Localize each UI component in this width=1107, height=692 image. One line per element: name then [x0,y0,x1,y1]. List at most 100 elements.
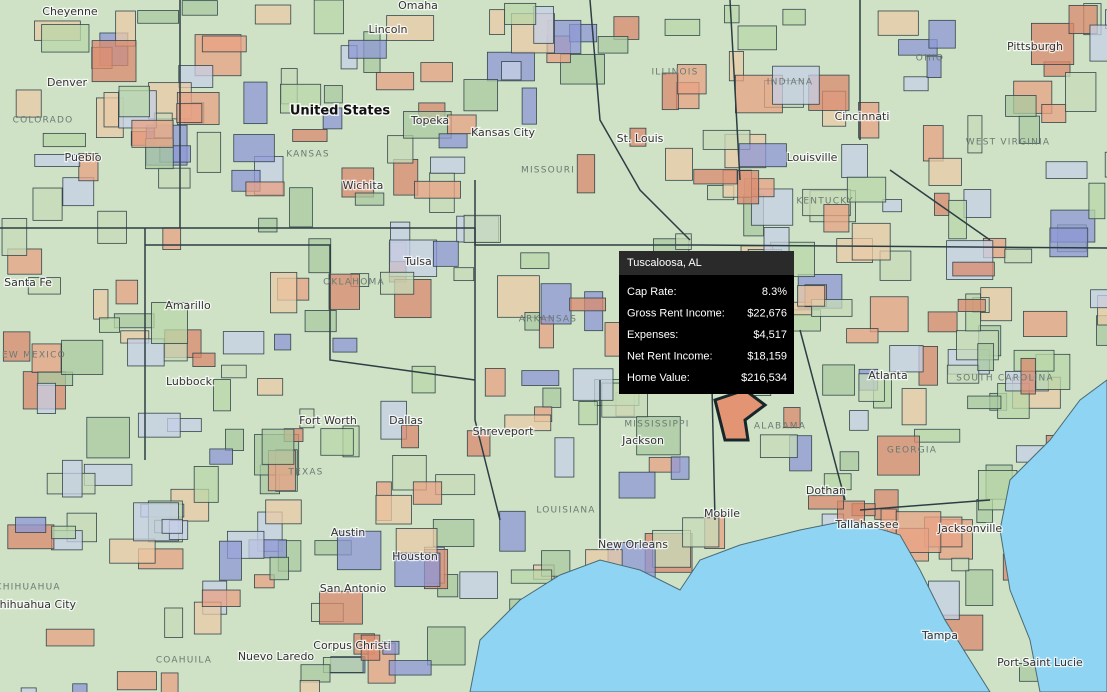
county [841,144,868,179]
county [382,640,400,655]
county [395,528,438,556]
county [618,471,656,499]
county [914,428,961,443]
county [103,92,119,128]
state-label: OKLAHOMA [323,278,385,288]
county [463,79,499,112]
city-label: Chihuahua City [0,598,77,611]
county [270,271,298,314]
county [221,364,247,379]
tooltip-label: Cap Rate: [627,286,677,298]
county [759,434,798,459]
county [394,552,441,587]
tooltip-value: 8.3% [762,286,787,298]
county [163,342,188,362]
tooltip-value: $4,517 [753,329,787,341]
tooltip-value: $216,534 [741,372,787,384]
county [922,125,944,162]
county [540,283,572,325]
county [209,448,233,465]
county [300,664,331,683]
state-label: ALABAMA [754,422,806,432]
city-label: Pittsburgh [1007,40,1063,53]
county [851,222,891,261]
county [328,273,361,310]
county [737,170,760,205]
county [901,388,927,426]
county [1020,357,1036,395]
county [265,499,302,525]
county [375,494,412,525]
county [928,157,962,186]
city-label: Pueblo [65,151,102,164]
county [484,368,506,397]
county [1090,289,1107,309]
county [86,416,130,459]
county [926,55,942,78]
tooltip: Tuscaloosa, AL Cap Rate: 8.3% Gross Rent I… [619,251,794,394]
county [858,373,885,402]
state-label: OHIO [916,54,944,64]
county [783,407,801,429]
city-label: Topeka [410,114,449,127]
city-label: Fort Worth [299,414,357,427]
county [34,154,81,167]
county [665,147,693,181]
county [162,227,182,250]
county [336,530,382,571]
tooltip-label: Home Value: [627,372,690,384]
county [670,456,690,480]
city-label: Amarillo [165,299,211,312]
county [636,416,681,456]
county [15,89,42,118]
county [952,261,995,277]
county [308,238,332,274]
city-label: Tallahassee [834,518,898,531]
county [2,331,31,362]
county [319,590,363,625]
county [354,192,385,206]
county [927,311,958,333]
county [629,127,647,147]
county [427,626,466,666]
atlantic-ocean [999,379,1107,692]
county [578,401,598,426]
city-label: Nuevo Laredo [238,650,315,663]
county [572,368,614,401]
county [193,601,222,635]
county [99,317,120,333]
city-label: San Antonio [320,582,387,595]
county [322,107,343,130]
county [1031,22,1075,65]
state-label: KENTUCKY [796,197,853,207]
county [137,412,181,438]
county [151,302,188,345]
county [524,311,540,331]
county [504,414,552,432]
county [222,331,265,355]
county [118,85,150,118]
county [161,518,183,534]
county [967,115,983,154]
labels: Cheyenne Omaha Lincoln Denver COLORADO Pueblo… [0,0,1084,670]
county [453,267,475,282]
county [269,556,289,581]
county [466,430,491,457]
tooltip-value: $18,159 [747,350,787,362]
county [965,569,994,606]
county [380,271,415,295]
county [737,25,777,51]
county [889,345,924,373]
county [446,114,477,135]
county [1096,315,1107,346]
county [533,6,554,44]
county [675,233,692,250]
county [1105,9,1107,30]
county [948,199,967,240]
county [176,103,203,123]
county [738,143,787,168]
county [15,516,47,533]
county [91,40,137,83]
county [869,296,909,333]
